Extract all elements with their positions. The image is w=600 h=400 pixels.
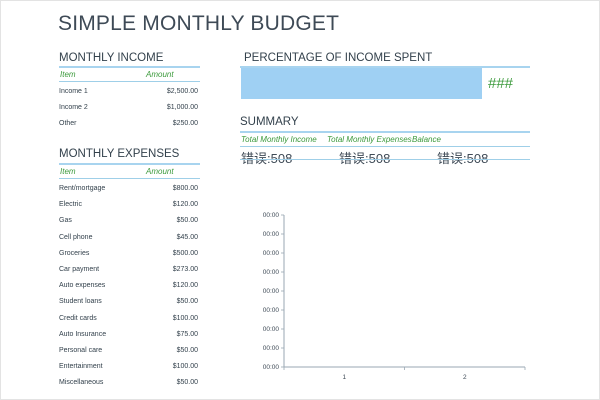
income-heading: MONTHLY INCOME xyxy=(59,52,164,64)
chart-x-tick-label: 2 xyxy=(463,374,467,381)
row-amount-value: $120.00 xyxy=(172,282,198,290)
summary-total-income-value: 错误:508 xyxy=(241,151,293,166)
summary-balance-value: 错误:508 xyxy=(437,151,489,166)
summary-total-expenses-value: 错误:508 xyxy=(339,151,391,166)
percentage-value: ### xyxy=(488,75,514,92)
percentage-heading-rule xyxy=(240,66,530,68)
table-row: Miscellaneous $50.00 xyxy=(59,379,198,391)
row-item-label: Income 2 xyxy=(59,104,88,111)
expenses-heading: MONTHLY EXPENSES xyxy=(59,148,180,160)
table-row: Income 1 $2,500.00 xyxy=(59,88,198,100)
table-row: Electric $120.00 xyxy=(59,201,198,213)
budget-chart: 00:00 00:00 00:00 00:00 00:00 00:00 00:00 00:00… xyxy=(263,212,526,381)
row-item-label: Miscellaneous xyxy=(59,379,104,387)
table-row: Auto expenses $120.00 xyxy=(59,282,198,294)
row-amount-value: $50.00 xyxy=(176,347,198,354)
row-amount-value: $273.00 xyxy=(172,266,198,273)
chart-y-tick-label: 00:00 xyxy=(263,345,280,352)
row-amount-value: $75.00 xyxy=(176,330,198,338)
row-item-label: Credit cards xyxy=(59,314,97,322)
page-title: SIMPLE MONTHLY BUDGET xyxy=(58,12,340,35)
percentage-bar xyxy=(241,68,482,99)
expenses-col-rule xyxy=(59,178,200,179)
row-amount-value: $250.00 xyxy=(172,120,198,127)
chart-y-tick-label: 00:00 xyxy=(263,212,280,219)
row-item-label: Entertainment xyxy=(59,363,103,371)
income-col-amount: Amount xyxy=(146,70,174,79)
row-amount-value: $50.00 xyxy=(176,298,198,306)
row-item-label: Income 1 xyxy=(59,88,88,95)
table-row: Gas $50.00 xyxy=(59,217,198,229)
chart-y-tick-label: 00:00 xyxy=(263,250,280,257)
summary-value-rule xyxy=(240,159,530,160)
table-row: Income 2 $1,000.00 xyxy=(59,104,198,116)
table-row: Groceries $500.00 xyxy=(59,250,198,262)
expenses-heading-rule xyxy=(59,163,200,165)
table-row: Auto Insurance $75.00 xyxy=(59,331,198,343)
table-row: Student loans $50.00 xyxy=(59,298,198,310)
row-amount-value: $2,500.00 xyxy=(166,88,198,95)
table-row: Car payment $273.00 xyxy=(59,266,198,278)
row-item-label: Other xyxy=(59,120,77,127)
row-item-label: Gas xyxy=(59,217,72,225)
chart-y-tick-label: 00:00 xyxy=(263,307,280,314)
income-col-item: Item xyxy=(60,70,76,79)
chart-y-tick-label: 00:00 xyxy=(263,364,280,371)
income-heading-rule xyxy=(59,66,200,68)
row-item-label: Groceries xyxy=(59,249,90,257)
summary-heading: SUMMARY xyxy=(240,116,299,128)
row-amount-value: $1,000.00 xyxy=(166,104,198,111)
row-item-label: Rent/mortgage xyxy=(59,185,106,192)
summary-col-balance: Balance xyxy=(412,135,441,144)
row-item-label: Car payment xyxy=(59,266,100,273)
table-row: Entertainment $100.00 xyxy=(59,363,198,375)
row-amount-value: $500.00 xyxy=(172,249,198,257)
row-amount-value: $50.00 xyxy=(176,217,198,225)
table-row: Cell phone $45.00 xyxy=(59,234,198,246)
chart-y-tick-label: 00:00 xyxy=(263,231,280,238)
expenses-col-item: Item xyxy=(60,167,76,176)
chart-y-tick-label: 00:00 xyxy=(263,288,280,295)
table-row: Rent/mortgage $800.00 xyxy=(59,185,198,197)
row-amount-value: $45.00 xyxy=(176,233,198,241)
table-row: Other $250.00 xyxy=(59,120,198,132)
row-item-label: Cell phone xyxy=(59,233,93,241)
row-amount-value: $50.00 xyxy=(176,379,198,387)
row-item-label: Personal care xyxy=(59,347,103,354)
chart-x-tick-label: 1 xyxy=(342,374,346,381)
row-amount-value: $100.00 xyxy=(172,314,198,322)
summary-heading-rule xyxy=(240,131,530,133)
row-item-label: Auto expenses xyxy=(59,282,106,290)
table-row: Credit cards $100.00 xyxy=(59,315,198,327)
row-amount-value: $120.00 xyxy=(172,201,198,209)
chart-y-tick-label: 00:00 xyxy=(263,326,280,333)
row-item-label: Student loans xyxy=(59,298,102,306)
summary-col-total-expenses: Total Monthly Expenses xyxy=(327,135,412,144)
chart-y-tick-label: 00:00 xyxy=(263,269,280,276)
expenses-col-amount: Amount xyxy=(146,167,174,176)
row-item-label: Auto Insurance xyxy=(59,330,107,338)
percentage-heading: PERCENTAGE OF INCOME SPENT xyxy=(244,52,433,64)
table-row: Personal care $50.00 xyxy=(59,347,198,359)
summary-col-total-income: Total Monthly Income xyxy=(241,135,317,144)
row-amount-value: $800.00 xyxy=(172,185,198,192)
row-amount-value: $100.00 xyxy=(172,363,198,371)
income-col-rule xyxy=(59,81,200,82)
summary-col-rule xyxy=(240,146,530,147)
row-item-label: Electric xyxy=(59,201,82,209)
